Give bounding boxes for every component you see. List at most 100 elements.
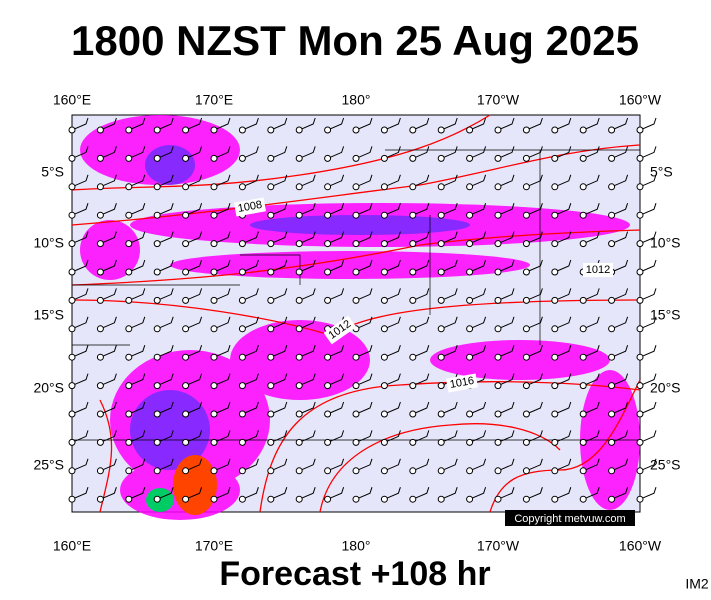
wind-barb: [441, 117, 458, 131]
wind-barb: [128, 231, 146, 245]
isobar: [319, 423, 561, 513]
wind-barb: [412, 401, 430, 415]
wind-barb: [412, 373, 430, 387]
wind-barb: [270, 146, 288, 159]
wind-barb: [384, 487, 401, 500]
wind-barb: [128, 373, 146, 387]
wind-barb: [128, 174, 146, 188]
wind-barb: [639, 259, 657, 273]
wind-barb: [128, 430, 146, 443]
wind-barb: [526, 259, 543, 273]
station-circle: [68, 154, 76, 162]
wind-barb: [526, 458, 543, 472]
wind-barb: [185, 373, 203, 387]
station-circle: [295, 495, 303, 503]
station-circle: [267, 154, 275, 162]
wind-barb: [71, 316, 89, 330]
wind-barb: [384, 259, 401, 273]
wind-barb: [384, 373, 401, 387]
wind-barb: [327, 231, 345, 245]
left-lat-label: 10°S: [33, 235, 64, 251]
station-circle: [551, 438, 559, 446]
station-circle: [125, 296, 133, 304]
station-circle: [494, 240, 502, 248]
wind-barb: [526, 373, 543, 387]
station-circle: [466, 126, 474, 134]
wind-barb: [611, 259, 629, 273]
wind-barb: [213, 288, 231, 301]
wind-barb: [299, 345, 316, 358]
wind-barb: [157, 259, 174, 273]
wind-barb: [242, 373, 259, 387]
station-circle: [210, 183, 218, 191]
isobar: [71, 144, 641, 226]
station-circle: [636, 467, 644, 475]
wind-barb: [100, 231, 117, 245]
station-circle: [182, 154, 190, 162]
wind-barb: [583, 174, 600, 188]
station-circle: [153, 211, 161, 219]
wind-barb: [497, 487, 515, 500]
station-circle: [409, 353, 417, 361]
station-circle: [324, 183, 332, 191]
wind-barb: [469, 231, 487, 245]
wind-barb: [157, 345, 174, 358]
station-circle: [551, 268, 559, 276]
wind-barb: [327, 430, 345, 443]
station-circle: [182, 495, 190, 503]
station-circle: [466, 495, 474, 503]
wind-barb: [583, 458, 600, 472]
station-circle: [494, 325, 502, 333]
wind-barb: [384, 203, 401, 216]
wind-barb: [185, 231, 203, 245]
wind-barb: [100, 458, 117, 472]
wind-barb: [497, 288, 515, 301]
wind-barb: [583, 401, 600, 415]
station-circle: [153, 325, 161, 333]
left-lat-label: 25°S: [33, 457, 64, 473]
station-circle: [608, 495, 616, 503]
station-circle: [636, 268, 644, 276]
wind-barb: [157, 231, 174, 245]
wind-barb: [100, 401, 117, 415]
wind-barb: [469, 458, 487, 472]
wind-barb: [412, 487, 430, 500]
wind-barb: [71, 146, 89, 159]
station-circle: [437, 438, 445, 446]
station-circle: [153, 438, 161, 446]
wind-barb: [270, 458, 288, 472]
wind-barb: [469, 117, 487, 131]
isobar-label: 1012: [586, 264, 610, 276]
station-circle: [352, 438, 360, 446]
bottom-lon-label: 180°: [342, 538, 371, 554]
station-circle: [608, 382, 616, 390]
station-circle: [437, 467, 445, 475]
station-circle: [608, 325, 616, 333]
station-circle: [352, 183, 360, 191]
station-circle: [125, 410, 133, 418]
wind-barb: [270, 345, 288, 358]
right-lat-label: 15°S: [650, 307, 681, 323]
station-circle: [380, 240, 388, 248]
wind-barb: [469, 316, 487, 330]
wind-barb: [327, 373, 345, 387]
station-circle: [494, 296, 502, 304]
station-circle: [96, 382, 104, 390]
wind-barb: [157, 430, 174, 443]
station-circle: [466, 154, 474, 162]
wind-barb: [100, 203, 117, 216]
station-circle: [579, 353, 587, 361]
station-circle: [210, 296, 218, 304]
station-circle: [68, 296, 76, 304]
station-circle: [551, 126, 559, 134]
wind-barb: [213, 316, 231, 330]
isobar-label: 1016: [449, 375, 475, 391]
wind-barb: [242, 117, 259, 131]
isobar: [71, 114, 491, 191]
station-circle: [96, 154, 104, 162]
station-circle: [267, 211, 275, 219]
wind-barb: [213, 373, 231, 387]
station-circle: [636, 240, 644, 248]
wind-barb: [441, 174, 458, 188]
station-circle: [125, 467, 133, 475]
